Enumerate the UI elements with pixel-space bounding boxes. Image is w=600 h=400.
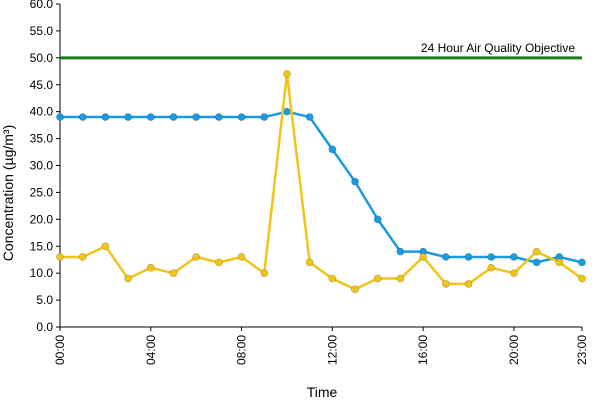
y-axis-title: Concentration (µg/m³)	[0, 125, 16, 261]
series-2-point	[237, 253, 246, 261]
y-tick-label: 40.0	[30, 105, 54, 119]
series-2-point	[101, 242, 110, 251]
series-2-point	[555, 258, 564, 267]
reference-line-group: 24 Hour Air Quality Objective	[60, 41, 582, 60]
series-2-point	[214, 258, 223, 267]
x-tick-label: 04:00	[144, 335, 158, 365]
y-tick-label: 45.0	[30, 78, 54, 92]
y-tick-label: 35.0	[30, 132, 54, 146]
y-tick-label: 15.0	[30, 239, 54, 253]
series-1-point	[510, 253, 518, 261]
series-1-point	[305, 113, 314, 121]
series-1-point	[464, 253, 473, 261]
series-1-point	[169, 113, 178, 121]
series-1-point	[441, 253, 450, 261]
y-tick-label: 55.0	[30, 24, 54, 38]
series-2-point	[351, 285, 359, 294]
x-tick-label: 16:00	[416, 335, 430, 365]
y-tick-label: 30.0	[30, 159, 54, 173]
y-tick-label: 10.0	[30, 266, 54, 280]
series-2-point	[487, 263, 496, 272]
x-tick-label: 20:00	[507, 335, 521, 365]
series-1-point	[578, 258, 586, 267]
series-2-point	[441, 280, 450, 288]
series-1-point	[283, 107, 291, 116]
series-1-point	[146, 113, 155, 121]
series-2-point	[283, 70, 291, 78]
series-2-point	[396, 274, 405, 283]
series-2-point	[124, 274, 132, 283]
series-1-point	[351, 177, 359, 186]
series-1	[56, 107, 586, 267]
x-axis-title: Time	[307, 384, 338, 400]
series-1-point	[214, 113, 223, 121]
tick-labels: 0.0 5.0 10.0 15.0 20.0 25.0 30.0 35.0 40.0 45.0 50…	[30, 0, 589, 365]
series-1-line	[60, 110, 583, 264]
series-1-point	[532, 258, 541, 267]
series-1-point	[101, 113, 110, 121]
series-2-point	[419, 253, 428, 261]
series-2	[56, 70, 586, 294]
y-tick-label: 0.0	[36, 320, 53, 334]
y-tick-label: 50.0	[30, 51, 54, 65]
series-1-point	[487, 253, 496, 261]
y-tick-label: 5.0	[36, 293, 53, 307]
series-1-point	[396, 247, 405, 256]
air-quality-objective-label: 24 Hour Air Quality Objective	[421, 41, 575, 55]
series-2-line	[60, 72, 583, 291]
y-tick-label: 60.0	[30, 0, 54, 11]
series-2-point	[78, 253, 87, 261]
series-1-point	[373, 215, 382, 224]
series-2-point	[305, 258, 314, 267]
series-1-point	[124, 113, 132, 121]
series-1-point	[56, 113, 64, 121]
series-2-point	[169, 269, 178, 278]
series-2-point	[373, 274, 382, 283]
series-2-point	[510, 269, 518, 278]
series-2-point	[260, 269, 269, 278]
series-1-point	[78, 113, 87, 121]
series-1-point	[260, 113, 269, 121]
series-1-point	[192, 113, 201, 121]
series-1-point	[328, 145, 337, 154]
series-2-point	[532, 247, 541, 256]
series-2-point	[146, 263, 155, 272]
x-tick-label: 12:00	[325, 335, 339, 365]
y-tick-label: 25.0	[30, 185, 54, 199]
series-2-point	[464, 280, 473, 288]
series-2-point	[56, 253, 64, 261]
x-tick-label: 08:00	[235, 335, 249, 365]
y-tick-label: 20.0	[30, 212, 54, 226]
x-tick-label: 00:00	[53, 335, 67, 365]
series-2-point	[192, 253, 201, 261]
series-1-point	[237, 113, 246, 121]
x-tick-label: 23:00	[575, 335, 589, 365]
series-group	[56, 70, 586, 294]
series-2-point	[328, 274, 337, 283]
series-2-point	[578, 274, 586, 283]
